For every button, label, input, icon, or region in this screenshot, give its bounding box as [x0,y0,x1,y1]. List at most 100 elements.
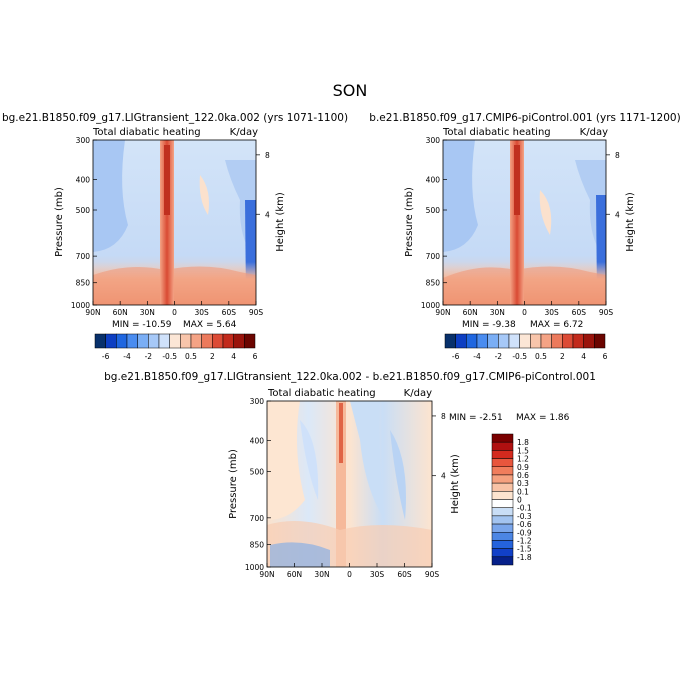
colorbar-label: 2 [210,352,215,361]
colorbar-label: -0.3 [517,512,532,521]
colorbar-swatch [491,515,514,525]
y-tick-label: 700 [76,252,91,261]
panel-3-y-axis: 300 400 500 700 850 1000 [245,397,271,572]
colorbar-label: 4 [581,352,586,361]
colorbar-swatch [158,333,170,349]
panel-2-y2-axis: 84 [606,151,620,219]
x-tick-label: 30N [140,308,155,317]
panel-1-y2-axis: 84 [256,151,270,219]
y2-tick-label: 8 [615,151,620,160]
y-tick-label: 400 [250,437,265,446]
colorbar-label: 1.2 [517,455,529,464]
panel-1-max: MAX = 5.64 [183,320,237,330]
panel-2-min: MIN = -9.38 [462,320,516,330]
colorbar-swatch [508,333,520,349]
colorbar-label: 0.9 [517,463,529,472]
panel-2-field [443,140,606,305]
x-tick-label: 30N [314,570,329,579]
colorbar-label: -2 [145,352,153,361]
panel-2-max: MAX = 6.72 [530,320,583,330]
panel-3-subtitle-right: K/day [404,388,432,399]
y-tick-label: 1000 [71,301,90,310]
y2-tick-label: 4 [265,210,270,219]
y-tick-label: 850 [250,541,265,550]
colorbar-label: 0.3 [517,479,529,488]
page-title: SON [333,81,368,100]
colorbar-swatch [491,532,514,541]
panel-2-y2label: Height (km) [625,192,636,252]
colorbar-swatch [487,333,499,349]
colorbar-swatch [594,333,606,349]
colorbar-swatch [491,507,514,517]
x-tick-label: 90S [425,570,440,579]
colorbar-label: -1.2 [517,536,532,545]
colorbar-label: -0.5 [512,352,527,361]
x-tick-label: 30S [195,308,210,317]
x-tick-label: 30N [490,308,505,317]
panel-2-title: b.e21.B1850.f09_g17.CMIP6-piControl.001 … [369,112,680,124]
y-tick-label: 700 [250,514,265,523]
colorbar-label: -6 [452,352,460,361]
colorbar-label: -6 [102,352,110,361]
x-tick-label: 30S [370,570,385,579]
y2-tick-label: 4 [615,210,620,219]
panel-3-max: MAX = 1.86 [516,413,570,423]
panel-1: bg.e21.B1850.f09_g17.LIGtransient_122.0k… [2,112,348,361]
colorbar-swatch [491,458,514,467]
y2-tick-label: 8 [441,412,446,421]
colorbar-label: 0.5 [535,352,547,361]
panel-3-min: MIN = -2.51 [449,413,503,423]
colorbar-label: -0.9 [517,528,532,537]
x-tick-label: 60S [222,308,237,317]
colorbar-label: 2 [560,352,565,361]
colorbar-label: 0 [517,496,522,505]
colorbar-swatch [180,333,192,349]
colorbar-swatch [562,333,574,349]
colorbar-label: -0.5 [162,352,177,361]
colorbar-label: 1.5 [517,446,529,455]
colorbar-swatch [572,333,584,349]
panel-3-y2-axis: 84 [432,412,446,481]
colorbar-swatch [190,333,202,349]
x-tick-label: 60S [397,570,412,579]
colorbar-swatch [137,333,149,349]
colorbar-swatch [551,333,563,349]
x-tick-label: 60N [113,308,128,317]
x-tick-label: 90S [599,308,614,317]
panel-2-x-axis: 90N 60N 30N 0 30S 60S 90S [435,301,613,317]
panel-1-min: MIN = -10.59 [112,320,172,330]
x-tick-label: 0 [347,570,352,579]
x-tick-label: 60N [463,308,478,317]
colorbar-swatch [244,333,256,349]
x-tick-label: 60S [572,308,587,317]
panel-3-y2label: Height (km) [450,454,461,514]
y-tick-label: 300 [250,397,265,406]
colorbar-label: 1.8 [517,438,529,447]
x-tick-label: 90N [435,308,450,317]
colorbar-label: -1.5 [517,545,532,554]
panel-2-subtitle-left: Total diabatic heating [442,127,551,138]
x-tick-label: 60N [287,570,302,579]
colorbar-swatch [455,333,467,349]
panel-1-x-axis: 90N 60N 30N 0 30S 60S 90S [85,301,263,317]
x-tick-label: 90N [85,308,100,317]
colorbar-label: 4 [231,352,236,361]
x-tick-label: 0 [522,308,527,317]
panel-1-colorbar: -6 -4 -2 -0.5 0.5 2 4 6 [94,333,258,361]
y-tick-label: 300 [76,136,91,145]
panel-3-ylabel: Pressure (mb) [228,449,239,519]
colorbar-label: 0.1 [517,487,529,496]
panel-3-field [267,401,432,567]
y-tick-label: 500 [76,206,91,215]
colorbar-swatch [491,450,514,459]
colorbar-swatch [491,433,514,443]
colorbar-swatch [476,333,488,349]
x-tick-label: 90N [259,570,274,579]
colorbar-swatch [201,333,213,349]
colorbar-swatch [491,548,514,558]
colorbar-swatch [169,333,181,349]
y2-tick-label: 4 [441,472,446,481]
colorbar-swatch [491,482,514,492]
panel-1-y-axis: 300 400 500 700 850 1000 [71,136,97,310]
